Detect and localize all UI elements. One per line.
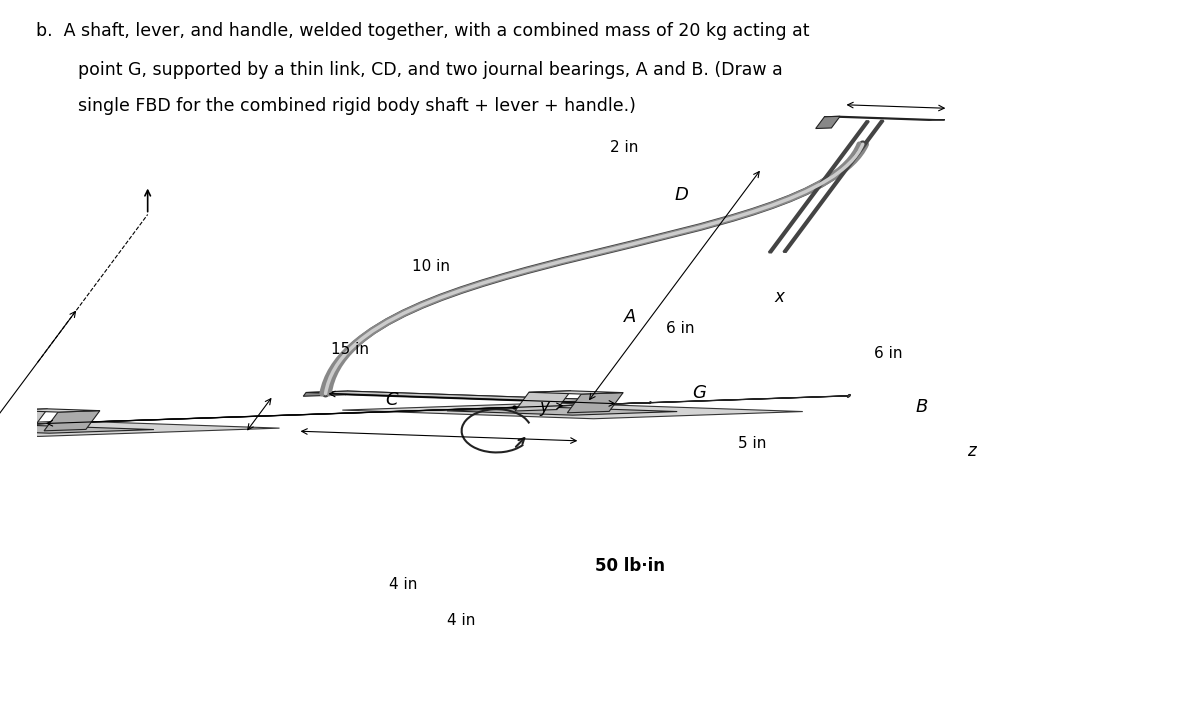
Polygon shape [847, 394, 851, 397]
Polygon shape [0, 396, 850, 430]
Text: 4 in: 4 in [448, 613, 476, 627]
Polygon shape [816, 116, 840, 128]
Polygon shape [587, 402, 650, 406]
Polygon shape [649, 402, 650, 404]
Polygon shape [342, 403, 803, 419]
Polygon shape [769, 121, 869, 252]
Text: 6 in: 6 in [875, 346, 902, 360]
Polygon shape [0, 394, 851, 428]
Polygon shape [784, 120, 883, 252]
Text: 4 in: 4 in [389, 577, 418, 591]
Polygon shape [304, 391, 348, 397]
Text: 5 in: 5 in [738, 436, 767, 451]
Text: x: x [774, 288, 784, 306]
Text: B: B [916, 399, 928, 416]
Polygon shape [587, 404, 588, 406]
Text: 10 in: 10 in [412, 260, 450, 274]
Polygon shape [306, 391, 610, 402]
Text: G: G [692, 384, 706, 402]
Text: y: y [539, 399, 548, 416]
Polygon shape [0, 421, 280, 436]
Polygon shape [0, 409, 48, 429]
Text: 50 lb·in: 50 lb·in [595, 557, 665, 575]
Text: b.  A shaft, lever, and handle, welded together, with a combined mass of 20 kg a: b. A shaft, lever, and handle, welded to… [36, 22, 810, 40]
Text: z: z [967, 442, 976, 459]
Text: 15 in: 15 in [330, 342, 368, 357]
Text: single FBD for the combined rigid body shaft + lever + handle.): single FBD for the combined rigid body s… [78, 97, 636, 115]
Polygon shape [824, 116, 944, 120]
Polygon shape [346, 391, 610, 404]
Polygon shape [0, 425, 154, 433]
Polygon shape [515, 391, 571, 411]
Text: 2 in: 2 in [611, 140, 638, 155]
Polygon shape [446, 407, 677, 415]
Text: A: A [624, 308, 637, 326]
Polygon shape [568, 393, 623, 413]
Polygon shape [529, 391, 623, 394]
Polygon shape [44, 411, 100, 431]
Polygon shape [587, 402, 650, 405]
Text: 6 in: 6 in [666, 321, 694, 335]
Text: C: C [385, 392, 397, 409]
Polygon shape [6, 409, 100, 412]
Text: point G, supported by a thin link, CD, and two journal bearings, A and B. (Draw : point G, supported by a thin link, CD, a… [78, 61, 782, 79]
Text: D: D [674, 186, 689, 203]
